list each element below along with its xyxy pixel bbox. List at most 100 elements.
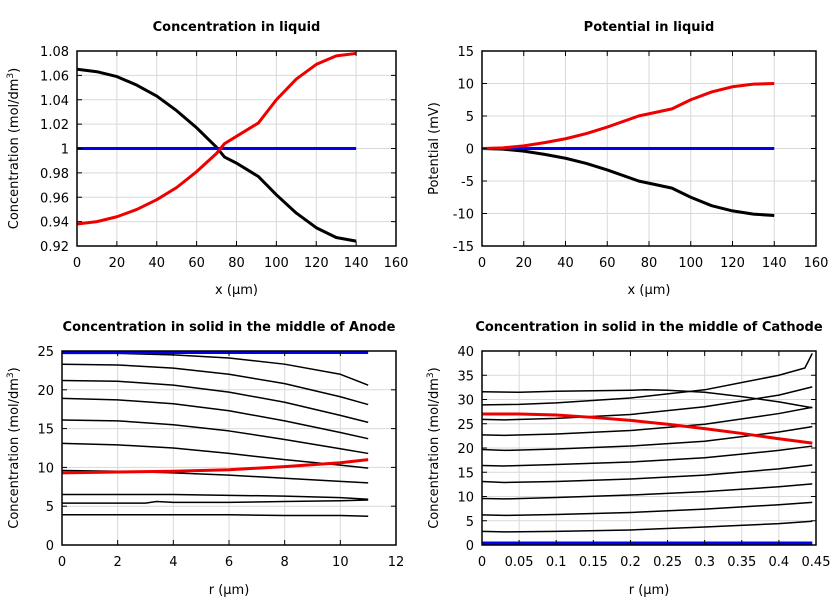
series-line-t4 [482,464,813,484]
x-axis-label: x (µm) [628,283,671,298]
y-tick-label: 30 [457,394,474,409]
x-tick-label: 20 [515,256,532,271]
x-tick-label: 0 [478,256,486,271]
series-line-t5 [62,419,369,455]
y-tick-label: 0 [46,539,54,554]
series-line-t5 [482,445,813,467]
y-tick-label: 25 [457,418,474,433]
x-tick-label: 60 [599,256,616,271]
series-line-final [62,458,369,475]
y-tick-label: 0 [466,143,474,158]
chart-title: Concentration in solid in the middle of … [475,320,823,335]
y-tick-label: 1.04 [40,94,69,109]
x-tick-label: 100 [678,256,703,271]
chart-cathode-solid-concentration: 0 0.05 0.1 0.15 0.2 0.25 0.3 0.35 0.4 0.45 0 5 10 15 2… [426,320,830,598]
x-tick-label: 4 [169,555,177,570]
y-tick-label: 10 [457,78,474,93]
x-tick-label: 120 [720,256,745,271]
chart-title: Concentration in liquid [153,20,321,35]
x-tick-label: 80 [228,256,245,271]
y-axis-label: Concentration (mol/dm3) [6,68,22,230]
y-tick-label: 20 [37,384,54,399]
x-tick-label: 100 [264,256,289,271]
chart-anode-solid-concentration: 0 2 4 6 8 10 12 0 5 10 15 20 25 Concentration in soli… [6,320,404,598]
x-tick-label: 40 [148,256,165,271]
series-line-t3 [482,483,813,500]
y-axis-label: Concentration (mol/dm3) [426,367,442,529]
y-axis-label: Potential (mV) [427,102,442,195]
x-tick-label: 0 [478,555,486,570]
series-line-charge-end [77,51,357,226]
y-tick-label: 10 [457,491,474,506]
x-axis-label: r (µm) [209,583,250,598]
y-axis-label-superscript: 3 [6,73,16,79]
x-tick-label: 140 [344,256,369,271]
series-line-t1 [482,520,813,533]
y-tick-label: 15 [457,45,474,60]
y-tick-label: 5 [466,515,474,530]
series-line-t8 [482,386,813,421]
x-axis-label: x (µm) [215,283,258,298]
x-tick-label: 0.2 [620,555,641,570]
chart-title: Concentration in solid in the middle of … [63,320,396,335]
y-tick-label: -5 [461,175,474,190]
series-line-discharge-end [77,67,357,243]
series-line-t4 [62,397,369,440]
chart-liquid-concentration: 0 20 40 60 80 100 120 140 160 0.92 0.94 0.96 0.98 1 1.… [6,20,408,298]
y-tick-label: 0.92 [40,240,69,255]
x-tick-label: 6 [225,555,233,570]
x-tick-label: 0 [73,256,81,271]
y-tick-label: 1.06 [40,69,69,84]
series-line-t7 [482,406,813,437]
chart-liquid-potential: 0 20 40 60 80 100 120 140 160 -15 -10 -5 0 5 10 15 Poten… [427,20,828,298]
y-axis-label: Concentration (mol/dm3) [6,367,22,529]
x-tick-label: 160 [804,256,829,271]
y-tick-label: 0.94 [40,216,69,231]
x-axis-label: r (µm) [629,583,670,598]
x-tick-label: 0.35 [727,555,756,570]
series-line-final [482,412,813,445]
x-tick-label: 0.4 [769,555,790,570]
y-axis-label-superscript: 3 [426,372,436,378]
y-tick-label: -10 [453,208,474,223]
y-tick-label: 25 [37,345,54,360]
x-tick-label: 0.1 [546,555,567,570]
y-tick-label: 15 [37,423,54,438]
y-tick-label: 35 [457,369,474,384]
y-tick-label: 15 [457,466,474,481]
y-tick-label: 5 [466,110,474,125]
y-axis-label-main: Concentration (mol/dm [427,378,442,529]
x-tick-label: 0.25 [653,555,682,570]
chart-title: Potential in liquid [584,20,715,35]
x-tick-label: 140 [762,256,787,271]
series-line-t2 [62,363,369,406]
y-tick-label: -15 [453,240,474,255]
y-tick-label: 0.98 [40,167,69,182]
series-line-discharge-end [482,147,775,217]
x-tick-label: 0.05 [505,555,534,570]
x-tick-label: 0 [58,555,66,570]
series-line-charge-end [482,82,775,150]
x-tick-label: 160 [384,256,409,271]
series-line-t8 [62,493,369,500]
x-tick-label: 120 [304,256,329,271]
y-axis-label-main: Concentration (mol/dm [7,378,22,529]
y-axis-label-tail: ) [427,367,442,372]
x-tick-label: 0.45 [802,555,831,570]
y-tick-label: 0 [466,539,474,554]
y-axis-label-superscript: 3 [6,372,16,378]
y-axis-label-main: Potential (mV) [427,102,442,195]
series-line-t10 [482,389,813,409]
x-tick-label: 0.15 [579,555,608,570]
x-tick-label: 0.3 [694,555,715,570]
y-tick-label: 1 [61,143,69,158]
series-line-t3 [62,379,369,424]
series-line-t2 [482,501,813,517]
series-line-t10 [62,513,369,518]
x-tick-label: 60 [188,256,205,271]
y-tick-label: 0.96 [40,191,69,206]
y-axis-label-main: Concentration (mol/dm [7,79,22,230]
x-tick-label: 2 [114,555,122,570]
y-tick-label: 40 [457,345,474,360]
